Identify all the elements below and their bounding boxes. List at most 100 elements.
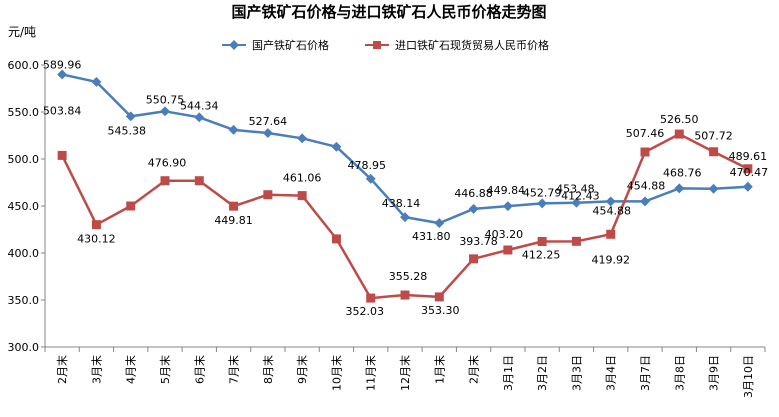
data-point-domestic	[194, 112, 205, 123]
data-point-domestic	[605, 196, 616, 207]
data-point-import	[571, 236, 581, 246]
data-label-import: 449.81	[214, 214, 253, 227]
data-label-import: 353.30	[421, 304, 460, 317]
data-label-domestic: 438.14	[382, 197, 421, 210]
legend-marker-domestic	[229, 40, 239, 50]
data-point-import	[400, 290, 410, 300]
data-point-domestic	[228, 124, 239, 135]
data-point-import	[674, 129, 684, 139]
data-label-import: 412.25	[522, 248, 561, 261]
data-label-domestic: 431.80	[412, 230, 451, 243]
x-tick-label: 3月10日	[742, 355, 755, 398]
data-point-domestic	[537, 198, 548, 209]
data-label-domestic: 454.88	[592, 204, 631, 217]
y-tick-label: 550.0	[8, 106, 40, 119]
data-point-import	[469, 254, 479, 264]
data-label-domestic: 478.95	[347, 159, 386, 172]
x-tick-label: 3月8日	[673, 355, 686, 391]
x-tick-label: 3月9日	[708, 355, 721, 391]
x-tick-label: 10月末	[329, 355, 343, 391]
x-tick-label: 11月末	[364, 355, 378, 391]
y-tick-label: 300.0	[8, 341, 40, 354]
data-point-import	[434, 292, 444, 302]
y-axis-unit-label: 元/吨	[8, 25, 36, 39]
data-point-import	[640, 147, 650, 157]
data-label-import: 412.43	[561, 189, 600, 202]
data-point-domestic	[400, 212, 410, 223]
data-point-domestic	[571, 197, 582, 208]
data-point-domestic	[125, 111, 136, 122]
x-tick-label: 3月7日	[639, 355, 652, 391]
data-point-domestic	[502, 201, 513, 212]
data-label-import: 393.78	[459, 235, 498, 248]
data-label-domestic: 453.48	[556, 183, 595, 196]
data-point-import	[57, 150, 67, 160]
data-point-import	[606, 229, 616, 239]
data-point-import	[229, 201, 239, 211]
x-tick-label: 3月3日	[570, 355, 583, 391]
data-point-import	[91, 220, 101, 230]
data-label-import: 355.28	[389, 270, 428, 283]
data-label-domestic: 449.84	[487, 184, 526, 197]
y-tick-label: 600.0	[8, 59, 40, 72]
chart-title: 国产铁矿石价格与进口铁矿石人民币价格走势图	[231, 3, 546, 21]
x-tick-label: 7月末	[227, 355, 241, 384]
x-tick-label: 3月1日	[502, 355, 515, 391]
legend: 国产铁矿石价格 进口铁矿石现货贸易人民币价格	[222, 38, 549, 52]
legend-marker-import	[373, 41, 381, 49]
y-tick-label: 450.0	[8, 200, 40, 213]
legend-label-import: 进口铁矿石现货贸易人民币价格	[395, 38, 549, 52]
x-tick-label: 3月4日	[605, 355, 618, 391]
x-tick-label: 2月末	[467, 355, 481, 384]
data-label-import: 461.06	[283, 172, 322, 185]
data-point-domestic	[742, 181, 753, 192]
data-label-domestic: 545.38	[107, 124, 146, 137]
x-tick-label: 8月末	[261, 355, 275, 384]
y-tick-label: 500.0	[8, 153, 40, 166]
data-point-import	[503, 245, 513, 255]
data-point-domestic	[674, 183, 685, 194]
data-point-import	[297, 191, 307, 201]
data-label-import: 403.20	[485, 228, 524, 241]
data-point-domestic	[640, 196, 650, 207]
data-point-domestic	[297, 133, 308, 144]
data-point-domestic	[331, 141, 342, 152]
data-point-domestic	[365, 173, 376, 184]
x-tick-label: 12月末	[398, 355, 412, 391]
x-tick-label: 2月末	[55, 355, 69, 384]
series-layer	[57, 69, 753, 303]
data-label-domestic: 544.34	[180, 99, 219, 112]
data-label-domestic: 589.96	[43, 58, 82, 71]
data-label-domestic: 454.88	[627, 179, 666, 192]
axes: 300.0 350.0 400.0 450.0 500.0 550.0 600.0 2月末 3月…	[8, 59, 766, 398]
data-label-import: 489.61	[729, 150, 768, 163]
data-point-domestic	[708, 183, 719, 194]
data-label-domestic: 446.88	[454, 187, 493, 200]
data-point-import	[366, 293, 376, 303]
data-point-domestic	[434, 218, 445, 229]
data-point-import	[126, 201, 136, 211]
data-label-domestic: 468.76	[663, 166, 702, 179]
data-label-domestic: 550.75	[146, 93, 185, 106]
legend-label-domestic: 国产铁矿石价格	[252, 38, 329, 52]
data-point-domestic	[160, 106, 170, 117]
data-label-domestic: 470.47	[730, 166, 769, 179]
y-tick-label: 400.0	[8, 247, 40, 260]
x-tick-label: 3月2日	[536, 355, 549, 391]
data-point-import	[537, 236, 547, 246]
data-label-import: 526.50	[660, 113, 699, 126]
x-tick-label: 5月末	[158, 355, 172, 384]
data-point-import	[263, 190, 273, 200]
data-point-domestic	[468, 203, 479, 214]
x-tick-label: 9月末	[295, 355, 309, 384]
y-tick-label: 350.0	[8, 294, 40, 307]
x-tick-label: 6月末	[192, 355, 206, 384]
data-label-import: 503.84	[43, 104, 82, 117]
data-point-import	[709, 147, 719, 157]
x-tick-label: 1月末	[432, 355, 446, 384]
data-point-import	[194, 176, 204, 186]
x-tick-label: 3月末	[89, 355, 103, 384]
data-label-import: 430.12	[77, 233, 116, 246]
